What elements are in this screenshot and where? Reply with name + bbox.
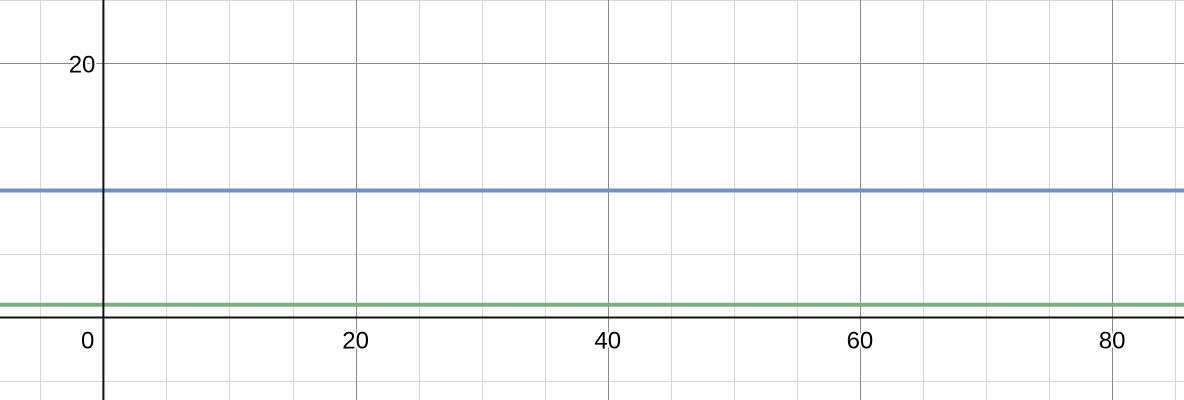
- y-tick-label: 20: [69, 51, 96, 78]
- x-tick-label: 80: [1099, 327, 1126, 354]
- tick-labels: 0 20 40 60 80 20: [67, 49, 1128, 356]
- series-layer: [0, 188, 1184, 307]
- x-tick-label: 40: [594, 327, 621, 354]
- origin-label: 0: [81, 327, 94, 354]
- x-tick-label: 60: [847, 327, 874, 354]
- x-tick-label: 20: [342, 327, 369, 354]
